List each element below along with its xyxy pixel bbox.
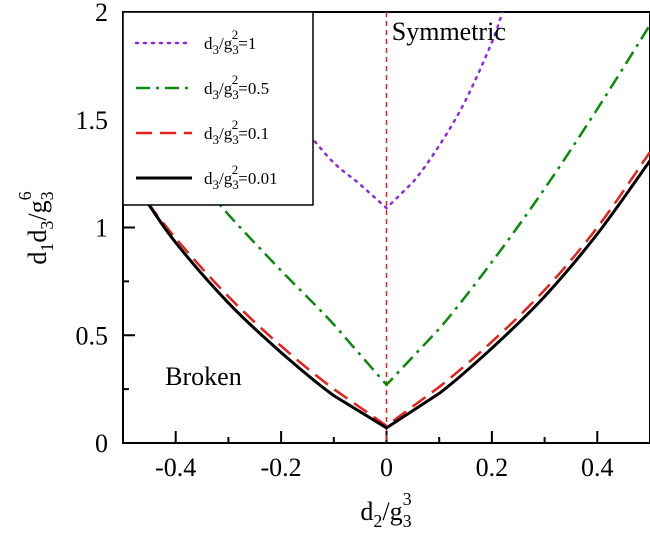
x-tick-label: -0.2: [261, 453, 302, 482]
legend: d3/g32=1 d3/g32=0.5 d3/g32=0.1 d3/g32=0.01: [122, 11, 314, 206]
x-tick-label: 0.4: [581, 453, 614, 482]
series-line-3: [132, 151, 650, 428]
series-line-4: [142, 159, 650, 430]
y-tick-label: 1: [95, 214, 108, 243]
broken-region-label: Broken: [165, 362, 242, 391]
y-tick-label: 1.5: [76, 106, 109, 135]
x-axis-label: d2/g33: [360, 489, 411, 531]
legend-label-3: d3/g32=0.1: [204, 117, 269, 147]
x-tick-label: 0.2: [476, 453, 509, 482]
x-tick-label: 0: [380, 453, 393, 482]
legend-label-4: d3/g32=0.01: [204, 162, 278, 192]
y-tick-label: 0.5: [76, 321, 109, 350]
y-axis-label: d1d3/g36: [15, 191, 57, 264]
legend-label-1: d3/g32=1: [204, 27, 256, 57]
y-tick-label: 0: [95, 429, 108, 458]
y-tick-label: 2: [95, 0, 108, 27]
symmetric-region-label: Symmetric: [392, 17, 506, 46]
legend-label-2: d3/g32=0.5: [204, 72, 269, 102]
legend-box: [122, 11, 314, 206]
x-tick-label: -0.4: [155, 453, 196, 482]
